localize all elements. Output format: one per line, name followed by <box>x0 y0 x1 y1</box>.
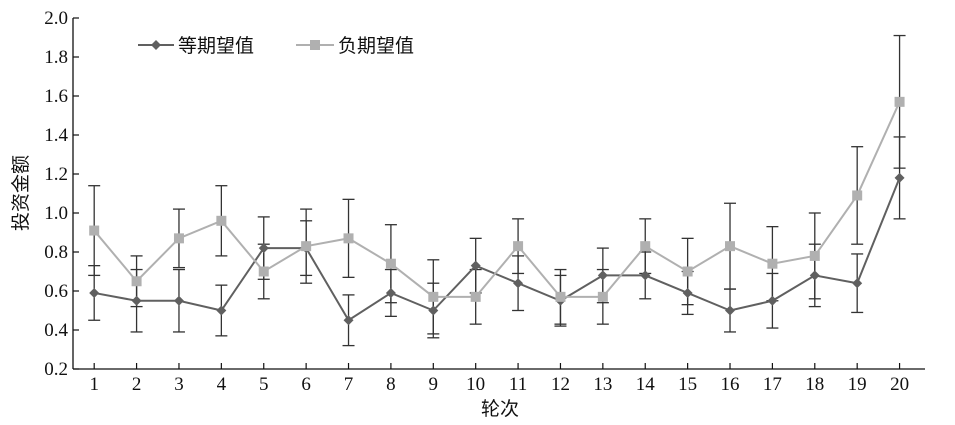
x-axis-ticks: 1 2 3 4 5 6 7 8 9 10 11 12 13 14 15 16 17 18 19 20 <box>89 363 909 395</box>
x-tick-label: 12 <box>551 374 570 395</box>
data-point-square <box>809 250 820 261</box>
x-tick-label: 2 <box>132 374 142 395</box>
data-point-square <box>682 266 693 277</box>
series-line-1 <box>94 177 901 322</box>
data-point-square <box>173 233 184 244</box>
x-tick-label: 8 <box>386 374 396 395</box>
legend: 等期望值 负期望值 <box>138 35 414 57</box>
x-axis-title: 轮次 <box>481 398 519 420</box>
data-point-diamond <box>767 295 778 306</box>
data-point-square <box>89 225 100 236</box>
x-tick-label: 10 <box>466 374 485 395</box>
legend-label-series-2: 负期望值 <box>338 35 414 57</box>
x-tick-label: 19 <box>848 374 867 395</box>
y-tick-label: 2.0 <box>44 8 68 29</box>
data-point-square <box>513 241 524 252</box>
legend-item-series-2: 负期望值 <box>296 35 414 57</box>
data-point-diamond <box>173 295 184 306</box>
error-bars-series-2 <box>88 34 906 335</box>
y-tick-label: 1.8 <box>44 47 68 68</box>
data-point-square <box>852 190 863 201</box>
data-point-square <box>343 233 354 244</box>
markers-series-2 <box>89 96 905 302</box>
x-tick-label: 20 <box>890 374 909 395</box>
x-tick-label: 16 <box>721 374 740 395</box>
x-tick-label: 9 <box>429 374 439 395</box>
y-tick-label: 0.2 <box>44 359 68 380</box>
data-point-diamond <box>682 287 693 298</box>
legend-diamond-icon <box>151 40 161 50</box>
x-tick-label: 4 <box>217 374 227 395</box>
x-tick-label: 13 <box>593 374 612 395</box>
y-tick-label: 0.8 <box>44 242 68 263</box>
x-tick-label: 6 <box>301 374 311 395</box>
data-point-square <box>428 291 439 302</box>
y-tick-label: 1.4 <box>44 125 68 146</box>
data-point-square <box>385 258 396 269</box>
x-tick-label: 5 <box>259 374 269 395</box>
x-tick-label: 1 <box>89 374 99 395</box>
y-axis-ticks: 0.2 0.4 0.6 0.8 1.0 1.2 1.4 1.6 1.8 2.0 <box>44 8 79 380</box>
data-point-diamond <box>894 172 905 183</box>
data-point-square <box>131 276 142 287</box>
data-point-square <box>767 258 778 269</box>
markers-series-1 <box>89 172 905 326</box>
data-point-diamond <box>809 270 820 281</box>
y-tick-label: 0.6 <box>44 281 68 302</box>
data-point-square <box>470 291 481 302</box>
data-point-diamond <box>343 315 354 326</box>
series-line-2 <box>93 101 901 298</box>
x-tick-label: 7 <box>344 374 354 395</box>
x-tick-label: 11 <box>509 374 527 395</box>
data-point-square <box>301 241 312 252</box>
y-axis-title: 投资金额 <box>10 155 32 231</box>
legend-square-icon <box>310 40 320 50</box>
x-tick-label: 17 <box>763 374 782 395</box>
data-point-diamond <box>131 295 142 306</box>
data-point-diamond <box>258 243 269 254</box>
axes <box>72 18 925 370</box>
data-point-diamond <box>725 305 736 316</box>
data-point-square <box>555 291 566 302</box>
data-point-square <box>640 241 651 252</box>
y-tick-label: 0.4 <box>44 320 68 341</box>
x-tick-label: 3 <box>174 374 184 395</box>
y-tick-label: 1.6 <box>44 86 68 107</box>
legend-item-series-1: 等期望值 <box>138 35 254 57</box>
data-point-diamond <box>597 270 608 281</box>
data-point-diamond <box>470 260 481 271</box>
data-point-diamond <box>89 287 100 298</box>
data-point-diamond <box>513 278 524 289</box>
data-point-diamond <box>852 278 863 289</box>
data-point-square <box>725 241 736 252</box>
data-point-diamond <box>216 305 227 316</box>
legend-label-series-1: 等期望值 <box>178 35 254 57</box>
error-bars-series-1 <box>88 136 906 347</box>
data-point-diamond <box>428 305 439 316</box>
data-point-diamond <box>385 287 396 298</box>
data-point-square <box>597 291 608 302</box>
series-layer <box>88 34 906 347</box>
y-tick-label: 1.2 <box>44 164 68 185</box>
y-tick-label: 1.0 <box>44 203 68 224</box>
data-point-diamond <box>640 270 651 281</box>
x-tick-label: 18 <box>805 374 824 395</box>
x-tick-label: 15 <box>678 374 697 395</box>
data-point-square <box>894 96 905 107</box>
data-point-square <box>258 266 269 277</box>
data-point-square <box>216 215 227 226</box>
x-tick-label: 14 <box>636 374 656 395</box>
